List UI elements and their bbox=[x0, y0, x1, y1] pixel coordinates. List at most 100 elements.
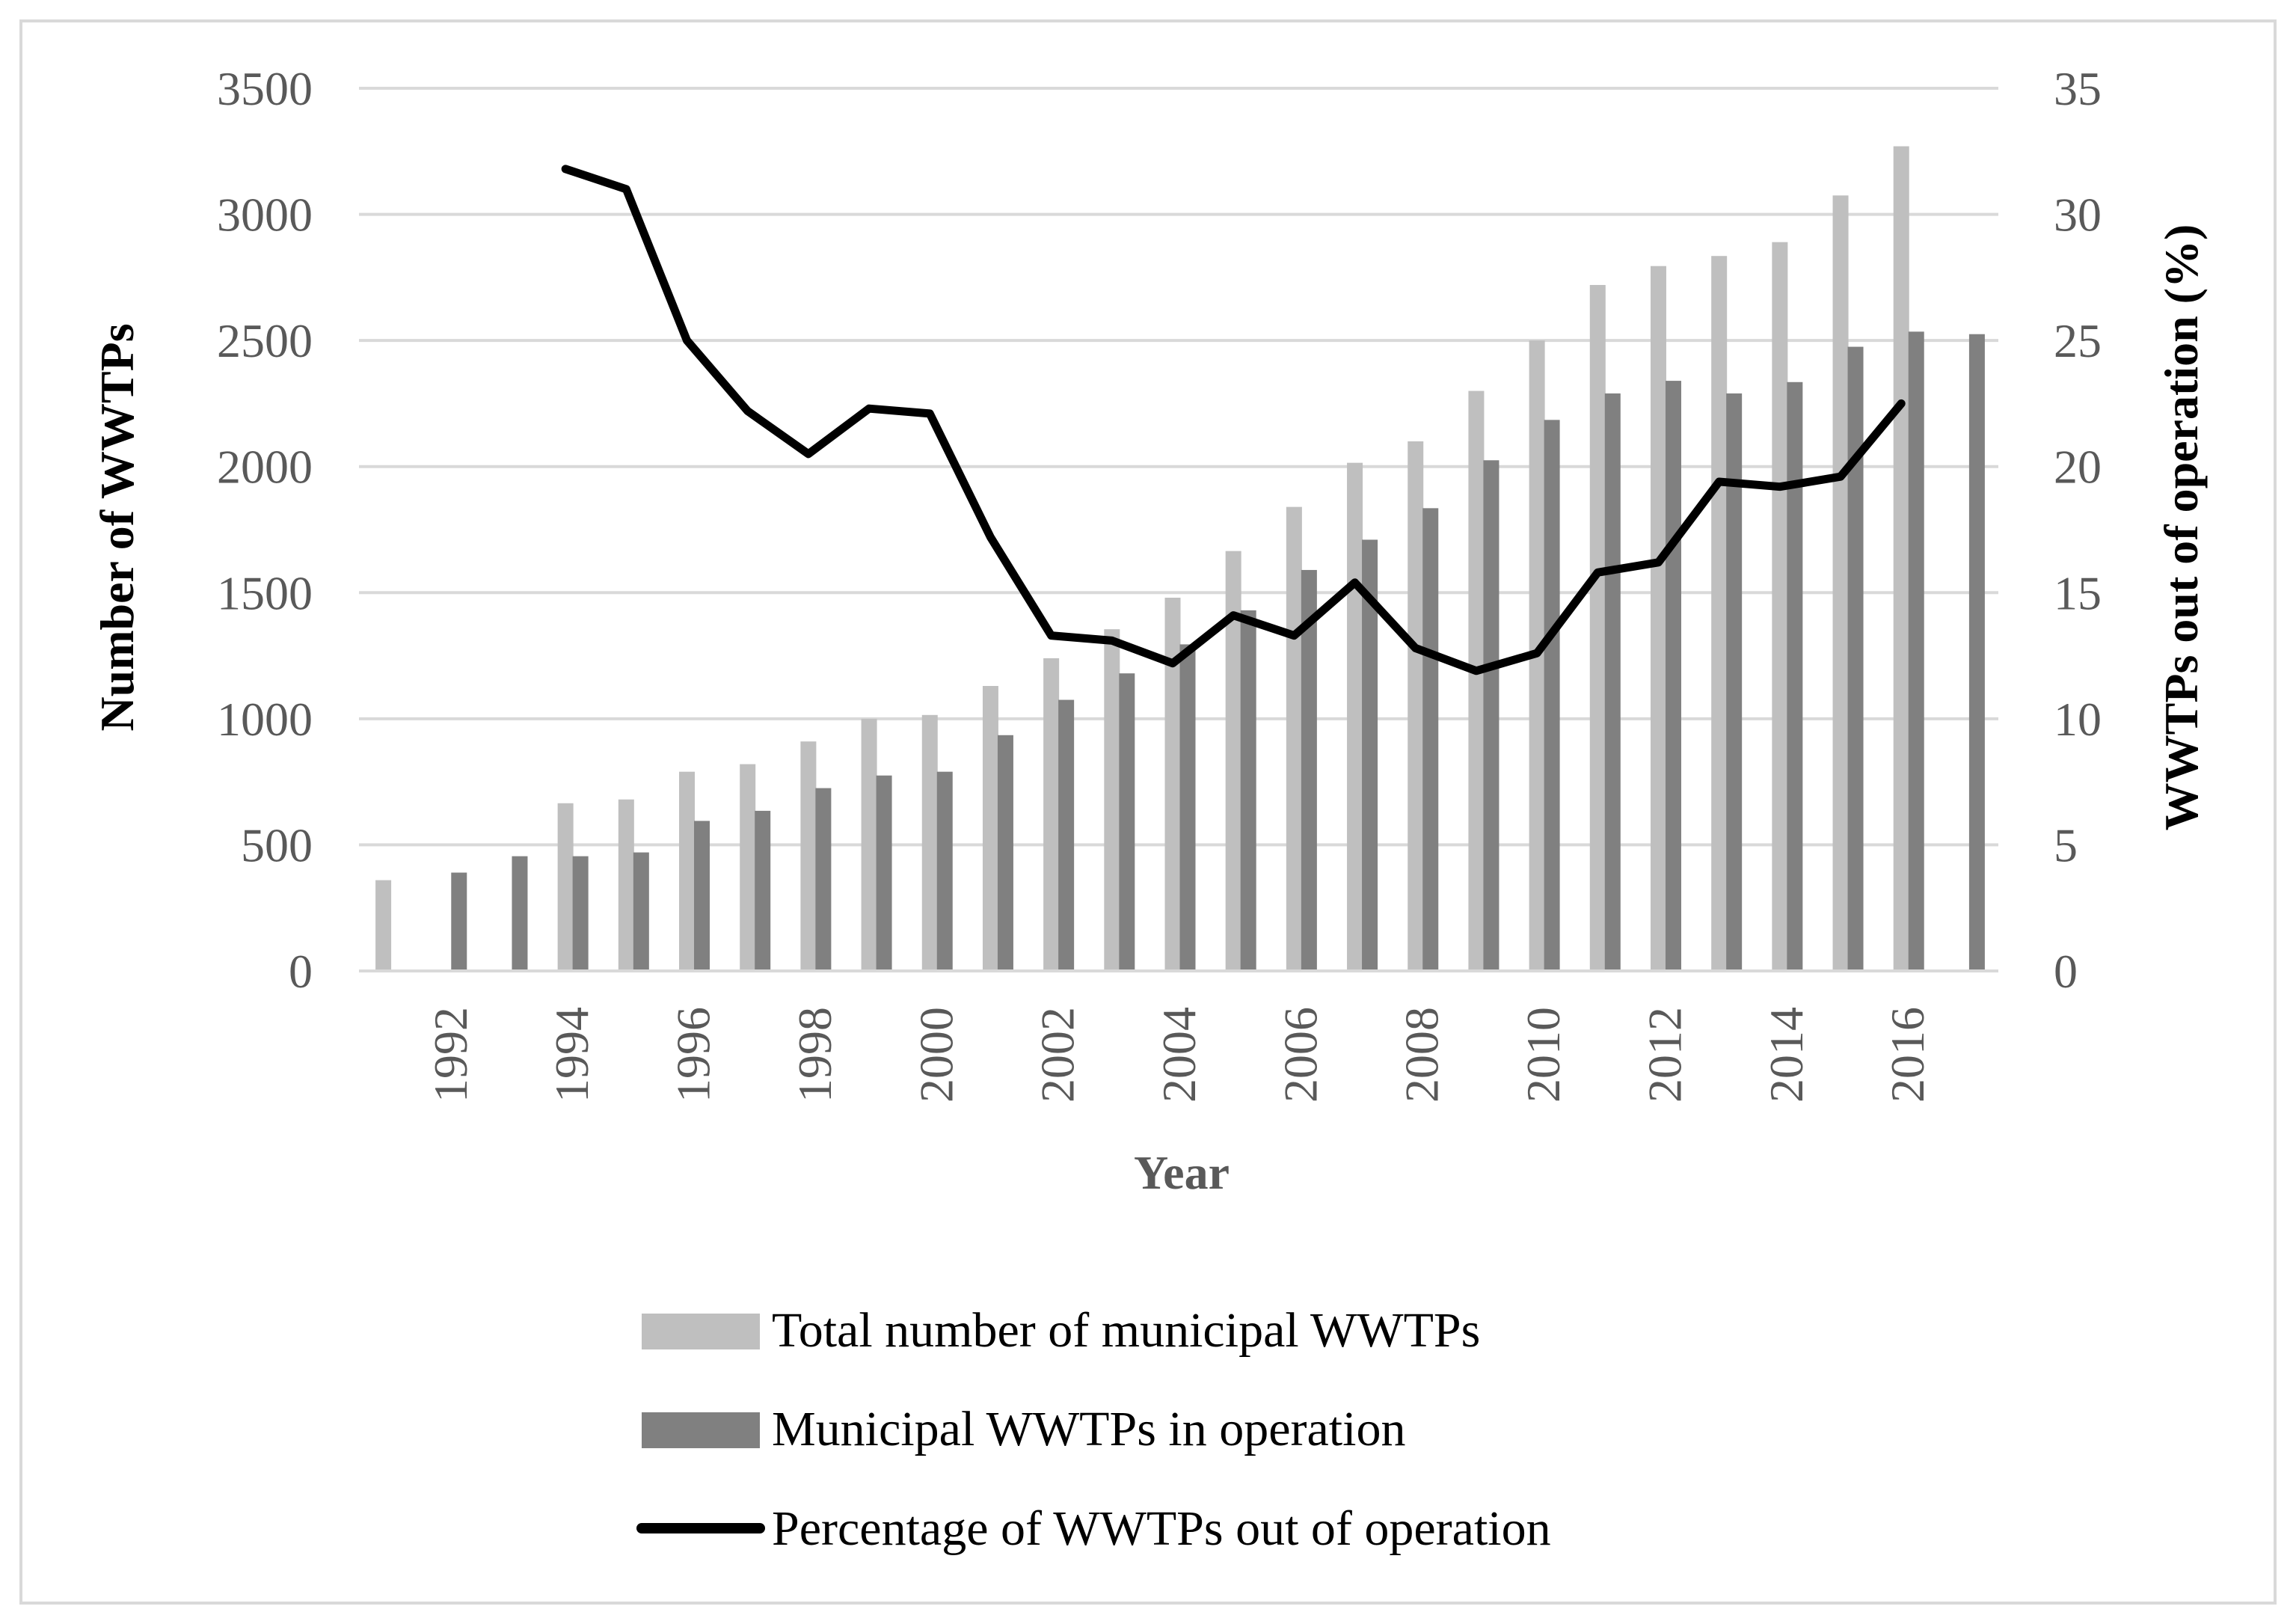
bar-in-operation-2000 bbox=[936, 771, 953, 971]
line-point-1994 bbox=[565, 168, 567, 170]
y-tick-label-0: 0 bbox=[289, 945, 313, 998]
bar-in-operation-2005 bbox=[1240, 610, 1256, 971]
y2-tick-label-10: 10 bbox=[2054, 693, 2102, 746]
bar-total-1991 bbox=[375, 880, 392, 971]
legend-label-total: Total number of municipal WWTPs bbox=[772, 1303, 1480, 1358]
bar-total-1994 bbox=[557, 803, 574, 971]
line-point-2016 bbox=[1900, 402, 1903, 405]
y-tick-label-1000: 1000 bbox=[217, 693, 313, 746]
line-point-1995 bbox=[625, 188, 627, 190]
bar-in-operation-2013 bbox=[1726, 393, 1743, 971]
line-point-2008 bbox=[1414, 647, 1416, 649]
bar-in-operation-2016 bbox=[1908, 331, 1924, 971]
legend: Total number of municipal WWTPs Municipa… bbox=[636, 1303, 1551, 1556]
line-point-2001 bbox=[989, 536, 992, 539]
bar-total-1998 bbox=[800, 741, 817, 971]
bar-total-1996 bbox=[679, 771, 696, 971]
y-tick-label-1500: 1500 bbox=[217, 566, 313, 619]
line-point-1999 bbox=[868, 408, 871, 410]
line-point-2015 bbox=[1840, 476, 1842, 478]
legend-label-in-operation: Municipal WWTPs in operation bbox=[772, 1402, 1405, 1456]
x-tick-label-2012: 2012 bbox=[1638, 1007, 1691, 1103]
y-tick-label-2000: 2000 bbox=[217, 441, 313, 494]
y2-tick-label-20: 20 bbox=[2054, 441, 2102, 494]
line-series bbox=[561, 165, 1906, 675]
line-point-2007 bbox=[1354, 581, 1356, 583]
bar-in-operation-2009 bbox=[1483, 460, 1500, 971]
bars bbox=[375, 146, 1985, 972]
x-tick-label-2008: 2008 bbox=[1396, 1007, 1449, 1103]
x-tick-label-2016: 2016 bbox=[1881, 1007, 1934, 1103]
chart-border bbox=[19, 19, 2277, 1605]
line-point-2006 bbox=[1293, 634, 1295, 637]
bar-in-operation-2012 bbox=[1665, 381, 1681, 972]
y2-tick-label-30: 30 bbox=[2054, 189, 2102, 242]
x-tick-label-1994: 1994 bbox=[545, 1007, 598, 1103]
x-tick-label-2006: 2006 bbox=[1274, 1007, 1327, 1103]
bar-in-operation-2001 bbox=[997, 735, 1013, 971]
bar-in-operation-1994 bbox=[572, 856, 589, 971]
y-axis-title: Number of WWTPs bbox=[90, 323, 144, 731]
bar-in-operation-2015 bbox=[1847, 346, 1864, 972]
y-tick-label-3000: 3000 bbox=[217, 189, 313, 242]
bar-total-2003 bbox=[1104, 629, 1120, 971]
bar-total-2009 bbox=[1468, 390, 1485, 971]
y2-tick-label-25: 25 bbox=[2054, 314, 2102, 367]
x-tick-label-1998: 1998 bbox=[788, 1007, 841, 1103]
bar-total-2011 bbox=[1589, 284, 1606, 971]
bar-in-operation-2017 bbox=[1968, 334, 1985, 971]
legend-swatch-total bbox=[642, 1314, 760, 1349]
bar-in-operation-1995 bbox=[633, 852, 649, 971]
bar-in-operation-1996 bbox=[694, 821, 710, 971]
bar-in-operation-2010 bbox=[1544, 420, 1560, 971]
bar-in-operation-1998 bbox=[815, 788, 832, 971]
bar-total-2016 bbox=[1893, 146, 1909, 972]
y2-tick-label-15: 15 bbox=[2054, 566, 2102, 619]
line-point-1998 bbox=[807, 453, 809, 455]
bar-total-2008 bbox=[1408, 441, 1424, 971]
bar-in-operation-2006 bbox=[1301, 569, 1317, 971]
x-tick-label-2004: 2004 bbox=[1152, 1007, 1206, 1103]
x-tick-label-2014: 2014 bbox=[1760, 1007, 1813, 1103]
y2-axis-title: WWTPs out of operation (%) bbox=[2155, 224, 2208, 831]
bar-in-operation-1999 bbox=[876, 775, 892, 971]
bar-in-operation-2011 bbox=[1604, 393, 1621, 971]
bar-in-operation-2008 bbox=[1422, 508, 1439, 971]
y2-tick-label-0: 0 bbox=[2054, 945, 2078, 998]
bar-total-1999 bbox=[861, 718, 877, 971]
bar-total-2005 bbox=[1225, 551, 1241, 971]
bar-in-operation-2014 bbox=[1787, 382, 1803, 971]
bar-total-2015 bbox=[1832, 195, 1849, 972]
bar-total-2001 bbox=[982, 686, 998, 971]
bar-in-operation-1993 bbox=[512, 856, 528, 971]
bar-total-2007 bbox=[1347, 462, 1363, 971]
line-point-2011 bbox=[1597, 572, 1599, 574]
x-tick-label-2010: 2010 bbox=[1517, 1007, 1570, 1103]
line-point-2003 bbox=[1111, 640, 1113, 642]
line-point-2005 bbox=[1233, 614, 1235, 616]
legend-swatch-in-operation bbox=[642, 1412, 760, 1448]
bar-total-1997 bbox=[740, 764, 756, 971]
line-point-2002 bbox=[1050, 634, 1052, 637]
line-point-2000 bbox=[929, 412, 931, 414]
bar-total-2013 bbox=[1711, 256, 1728, 971]
bar-in-operation-2007 bbox=[1362, 539, 1378, 971]
bar-total-2014 bbox=[1772, 242, 1788, 972]
x-tick-label-2002: 2002 bbox=[1031, 1007, 1084, 1103]
bar-total-1995 bbox=[618, 799, 634, 971]
line-point-1997 bbox=[746, 410, 749, 412]
x-tick-label-2000: 2000 bbox=[909, 1007, 963, 1103]
y-tick-label-2500: 2500 bbox=[217, 314, 313, 367]
line-point-2010 bbox=[1536, 652, 1538, 655]
bar-total-2000 bbox=[921, 714, 938, 971]
x-tick-label-1992: 1992 bbox=[424, 1007, 477, 1103]
line-point-2014 bbox=[1778, 485, 1781, 488]
line-point-2009 bbox=[1475, 669, 1477, 672]
bar-in-operation-1997 bbox=[755, 810, 771, 971]
y2-tick-label-5: 5 bbox=[2054, 818, 2078, 871]
x-tick-label-1996: 1996 bbox=[667, 1007, 720, 1103]
bar-in-operation-2003 bbox=[1119, 673, 1135, 971]
axes: 0 500 1000 1500 2000 2500 3000 3500 0 5 10 15 20 25 30… bbox=[217, 62, 2102, 1103]
